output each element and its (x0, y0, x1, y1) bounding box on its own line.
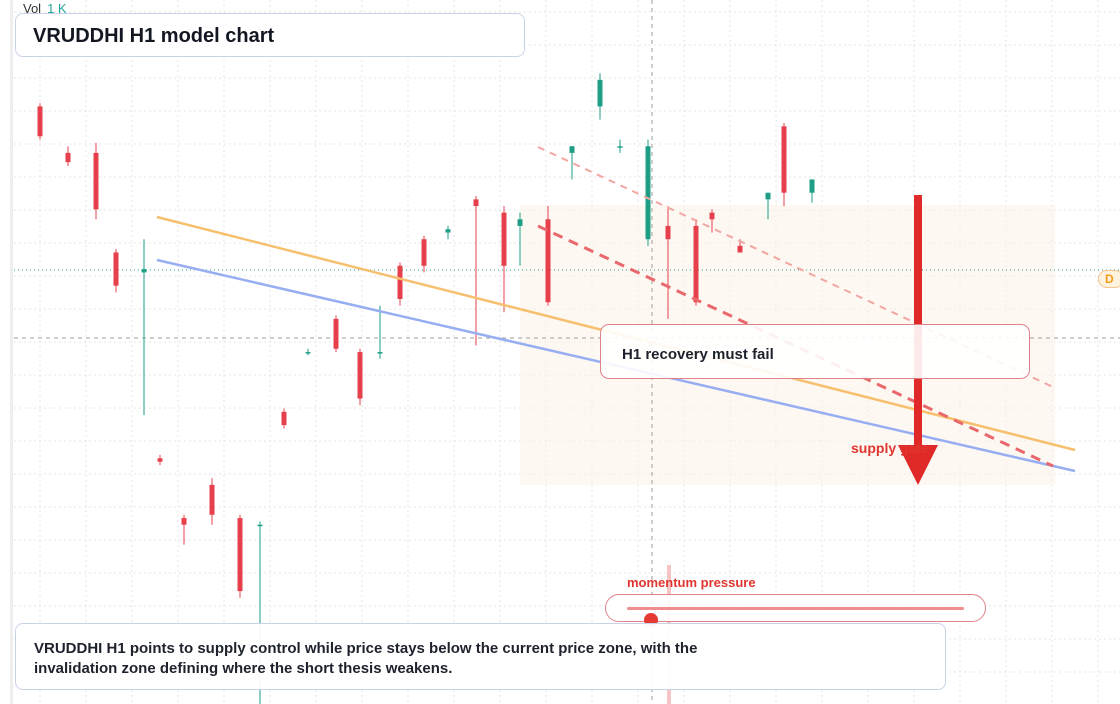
callout-text: H1 recovery must fail (622, 346, 774, 363)
candle-body (333, 318, 339, 349)
volume-value: 1 K (47, 1, 67, 16)
candle-body (65, 152, 71, 163)
candle-body (237, 518, 243, 592)
callout-box: H1 recovery must fail (600, 324, 1030, 379)
candle-body (809, 179, 815, 193)
candle-body (781, 126, 787, 193)
candle-body (257, 524, 263, 527)
candle-body (501, 212, 507, 266)
supply-label: supply gate (851, 440, 929, 456)
caption-box: VRUDDHI H1 points to supply control whil… (15, 623, 946, 690)
candle-body (645, 146, 651, 240)
candle-body (397, 265, 403, 299)
candle-body (545, 219, 551, 303)
candle-body (281, 411, 287, 426)
candle-body (445, 229, 451, 233)
momentum-label: momentum pressure (627, 575, 756, 590)
candle-body (597, 79, 603, 107)
candle-body (93, 152, 99, 210)
volume-label: Vol (23, 1, 42, 16)
candle-body (693, 225, 699, 303)
candle-body (737, 245, 743, 253)
momentum-track (627, 607, 964, 627)
momentum-slider[interactable] (605, 594, 986, 627)
chart-title-box: VRUDDHI H1 model chart (15, 13, 525, 57)
edge-tag-label: D (1105, 272, 1114, 286)
candle-body (377, 352, 383, 354)
supply-arrow (898, 195, 938, 485)
candle-body (357, 352, 363, 399)
candle-body (617, 146, 623, 148)
volume-indicator: Vol 1 K (23, 1, 67, 16)
candle-body (473, 199, 479, 206)
chart-title: VRUDDHI H1 model chart (33, 25, 275, 47)
trend-line-lower (537, 224, 1054, 468)
candles (37, 73, 815, 704)
candle-body (209, 484, 215, 515)
candle-body (765, 192, 771, 200)
candle-body (421, 239, 427, 266)
left-scale-edge (10, 0, 13, 704)
edge-tag: D (1098, 270, 1120, 288)
candle-body (141, 269, 147, 273)
candle-body (305, 352, 311, 354)
candle-body (569, 146, 575, 153)
candle-body (113, 252, 119, 286)
candle-body (181, 518, 187, 525)
candle-body (157, 458, 163, 462)
candle-body (517, 219, 523, 226)
caption-text: VRUDDHI H1 points to supply control whil… (34, 640, 698, 677)
candle-body (709, 212, 715, 220)
candle-body (37, 106, 43, 137)
candle-body (665, 225, 671, 240)
